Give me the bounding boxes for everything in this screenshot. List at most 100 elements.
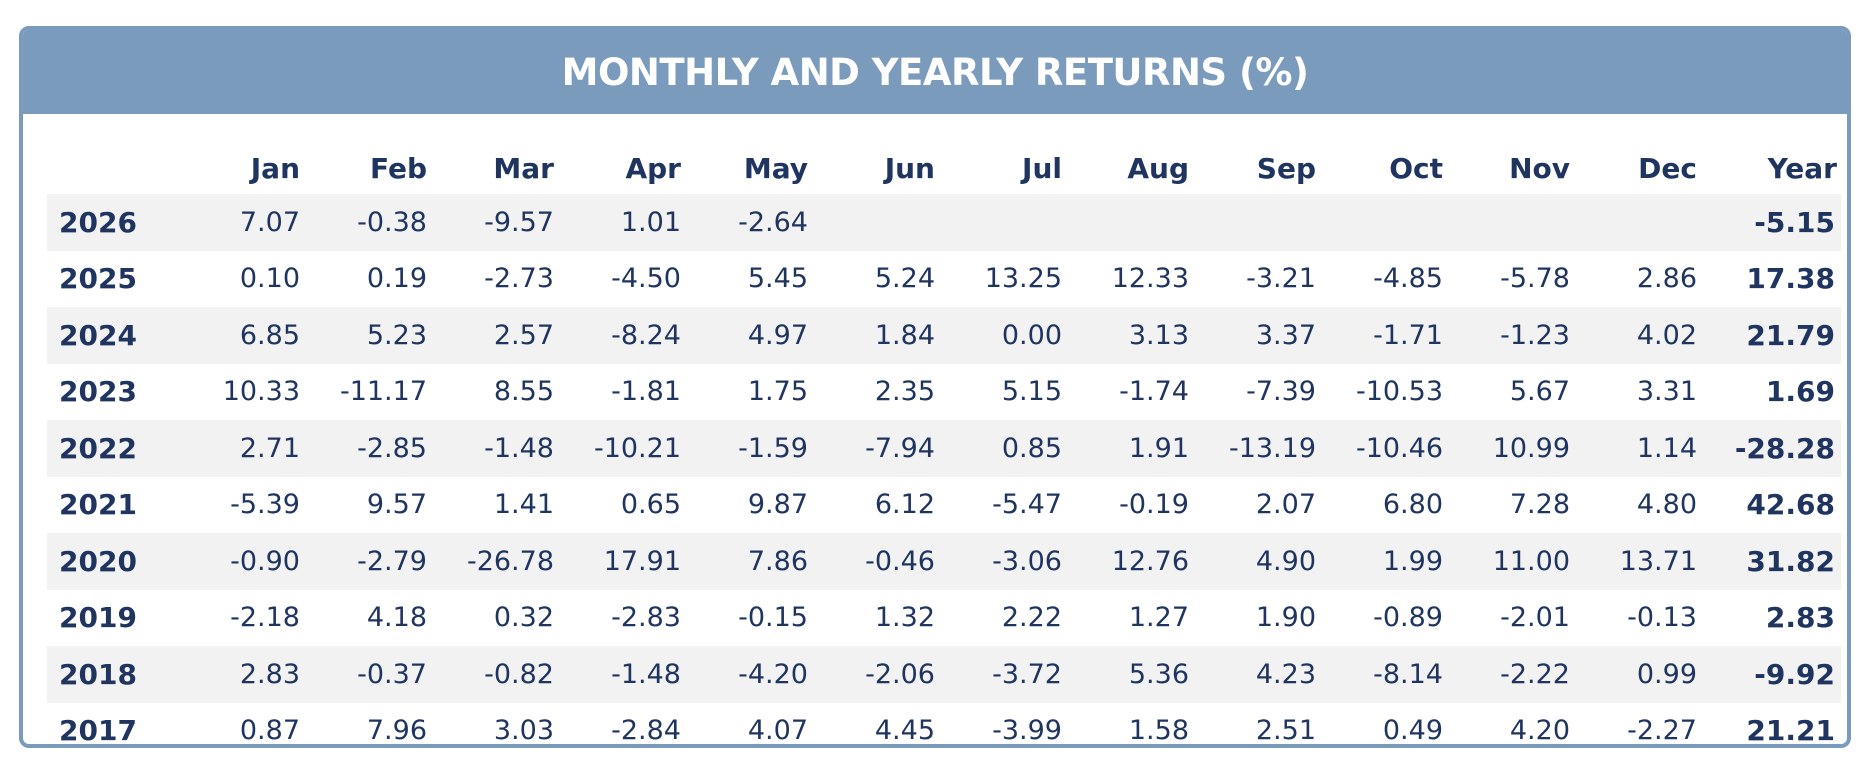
monthly-return: 4.18	[366, 602, 427, 634]
monthly-return: 2.51	[1255, 715, 1316, 747]
returns-table-card: MONTHLY AND YEARLY RETURNS (%) Jan Feb Mar…	[19, 26, 1851, 748]
monthly-return: -1.48	[611, 658, 681, 690]
monthly-return: 0.87	[239, 715, 300, 747]
table-row: 2017 0.87 7.96 3.03 -2.84 4.07 4.45 -3.99 1.58 2.…	[47, 703, 1841, 748]
monthly-return: 2.35	[874, 376, 935, 408]
monthly-return: 7.86	[747, 545, 808, 577]
monthly-return: -4.85	[1373, 263, 1443, 295]
header-apr: Apr	[625, 151, 681, 185]
monthly-return: -2.85	[357, 432, 427, 464]
table-row: 2026 7.07 -0.38 -9.57 1.01 -2.64 -5.15	[47, 194, 1841, 251]
monthly-return: 1.90	[1255, 602, 1316, 634]
monthly-return: -10.21	[593, 432, 681, 464]
monthly-return: -4.50	[611, 263, 681, 295]
monthly-return: 4.07	[747, 715, 808, 747]
monthly-return: -0.46	[865, 545, 935, 577]
table-row: 2024 6.85 5.23 2.57 -8.24 4.97 1.84 0.00 3.13 3.3…	[47, 307, 1841, 364]
monthly-return: 2.57	[493, 319, 554, 351]
monthly-return: 1.41	[493, 489, 554, 521]
monthly-return: -9.57	[484, 206, 554, 238]
monthly-return: -10.53	[1355, 376, 1443, 408]
monthly-return	[1193, 194, 1320, 251]
monthly-return: 4.23	[1255, 658, 1316, 690]
table-row: 2018 2.83 -0.37 -0.82 -1.48 -4.20 -2.06 -3.72 5.…	[47, 646, 1841, 703]
monthly-return: 8.55	[493, 376, 554, 408]
year-label: 2019	[59, 601, 137, 635]
monthly-return: 5.24	[874, 263, 935, 295]
yearly-return: 21.21	[1746, 714, 1835, 748]
monthly-return: 5.67	[1509, 376, 1570, 408]
returns-table: Jan Feb Mar Apr May Jun Jul Aug Sep Oct Nov Dec Year…	[47, 142, 1841, 748]
yearly-return: 17.38	[1746, 262, 1835, 296]
table-row: 2020 -0.90 -2.79 -26.78 17.91 7.86 -0.46 -3.06 1…	[47, 533, 1841, 590]
monthly-return: 7.07	[239, 206, 300, 238]
monthly-return: -1.48	[484, 432, 554, 464]
monthly-return: 0.19	[366, 263, 427, 295]
monthly-return: -0.89	[1373, 602, 1443, 634]
year-label: 2017	[59, 714, 137, 748]
header-jul: Jul	[1022, 151, 1062, 185]
monthly-return: -2.73	[484, 263, 554, 295]
monthly-return: -3.06	[992, 545, 1062, 577]
header-mar: Mar	[493, 151, 554, 185]
monthly-return: -3.99	[992, 715, 1062, 747]
monthly-return	[812, 194, 939, 251]
monthly-return: 4.97	[747, 319, 808, 351]
header-jun: Jun	[884, 151, 935, 185]
monthly-return: -5.39	[230, 489, 300, 521]
monthly-return: 10.33	[222, 376, 300, 408]
monthly-return: 5.45	[747, 263, 808, 295]
monthly-return: -5.47	[992, 489, 1062, 521]
monthly-return: 3.13	[1128, 319, 1189, 351]
year-label: 2025	[59, 262, 137, 296]
header-jan: Jan	[250, 151, 300, 185]
monthly-return: 0.00	[1001, 319, 1062, 351]
monthly-return: -1.23	[1500, 319, 1570, 351]
monthly-return: -2.06	[865, 658, 935, 690]
monthly-return: 5.23	[366, 319, 427, 351]
header-dec: Dec	[1638, 151, 1697, 185]
monthly-return: 3.31	[1636, 376, 1697, 408]
monthly-return: -0.37	[357, 658, 427, 690]
monthly-return: 2.86	[1636, 263, 1697, 295]
monthly-return: -2.27	[1627, 715, 1697, 747]
monthly-return: 1.32	[874, 602, 935, 634]
monthly-return: 1.27	[1128, 602, 1189, 634]
monthly-return: 4.20	[1509, 715, 1570, 747]
monthly-return	[1066, 194, 1193, 251]
table-row: 2025 0.10 0.19 -2.73 -4.50 5.45 5.24 13.25 12.33…	[47, 251, 1841, 308]
monthly-return: 5.36	[1128, 658, 1189, 690]
monthly-return: -3.21	[1246, 263, 1316, 295]
monthly-return: 13.25	[984, 263, 1062, 295]
header-year: Year	[1767, 151, 1837, 185]
monthly-return: -1.71	[1373, 319, 1443, 351]
table-row: 2019 -2.18 4.18 0.32 -2.83 -0.15 1.32 2.22 1.27 1…	[47, 590, 1841, 647]
yearly-return: 21.79	[1746, 318, 1835, 352]
monthly-return: 13.71	[1619, 545, 1697, 577]
yearly-return: -9.92	[1754, 657, 1835, 691]
year-label: 2022	[59, 431, 137, 465]
monthly-return: 3.37	[1255, 319, 1316, 351]
monthly-return: 7.96	[366, 715, 427, 747]
monthly-return: -8.24	[611, 319, 681, 351]
monthly-return	[939, 194, 1066, 251]
monthly-return: -26.78	[466, 545, 554, 577]
monthly-return: -11.17	[339, 376, 427, 408]
year-label: 2020	[59, 544, 137, 578]
monthly-return: -2.22	[1500, 658, 1570, 690]
monthly-return: -0.82	[484, 658, 554, 690]
monthly-return: 0.85	[1001, 432, 1062, 464]
monthly-return: 1.58	[1128, 715, 1189, 747]
monthly-return	[1447, 194, 1574, 251]
header-may: May	[743, 151, 808, 185]
monthly-return: -13.19	[1228, 432, 1316, 464]
header-nov: Nov	[1509, 151, 1570, 185]
monthly-return: 17.91	[603, 545, 681, 577]
monthly-return	[1574, 194, 1701, 251]
monthly-return: 7.28	[1509, 489, 1570, 521]
monthly-return: -7.39	[1246, 376, 1316, 408]
year-label: 2021	[59, 488, 137, 522]
monthly-return: -2.83	[611, 602, 681, 634]
table-title: MONTHLY AND YEARLY RETURNS (%)	[23, 30, 1847, 114]
monthly-return: 0.32	[493, 602, 554, 634]
